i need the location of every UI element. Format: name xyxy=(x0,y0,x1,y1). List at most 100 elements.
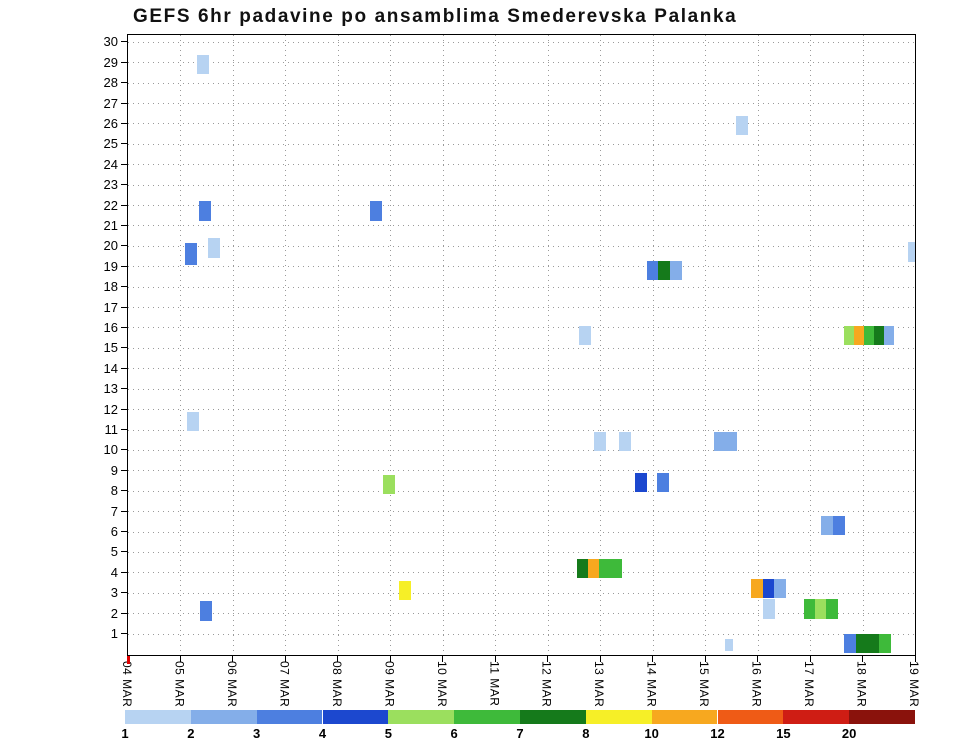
y-tick-label: 3 xyxy=(110,585,118,601)
precip-cell xyxy=(669,260,683,281)
y-tick-label: 21 xyxy=(103,217,118,233)
colorbar-label: 6 xyxy=(450,726,458,741)
gridline-horizontal xyxy=(128,103,915,105)
precip-cell xyxy=(207,238,220,258)
precip-cell xyxy=(576,558,589,578)
gridline-vertical xyxy=(600,35,602,655)
gridline-vertical xyxy=(705,35,707,655)
y-tick xyxy=(121,326,128,328)
precip-cell xyxy=(714,432,738,452)
gridline-horizontal xyxy=(128,143,915,145)
precip-cell xyxy=(774,578,787,599)
x-tick xyxy=(232,656,234,662)
gridline-horizontal xyxy=(128,368,915,370)
precip-cell xyxy=(874,325,885,346)
y-tick xyxy=(121,245,128,247)
precip-cell xyxy=(370,201,383,221)
gridline-vertical xyxy=(285,35,287,655)
gridline-vertical xyxy=(337,35,339,655)
y-tick-label: 16 xyxy=(103,319,118,335)
x-tick-label: 05 MAR xyxy=(172,661,187,708)
y-tick-label: 17 xyxy=(103,299,118,315)
gridline-vertical xyxy=(810,35,812,655)
x-tick xyxy=(862,656,864,662)
colorbar-segment xyxy=(783,710,850,724)
colorbar-label: 12 xyxy=(710,726,725,741)
y-tick-label: 20 xyxy=(103,238,118,254)
colorbar-segment xyxy=(454,710,520,724)
precip-cell xyxy=(725,638,734,651)
precip-cell xyxy=(598,558,611,578)
y-tick xyxy=(121,469,128,471)
y-tick xyxy=(121,61,128,63)
gridline-horizontal xyxy=(128,245,915,247)
y-tick-label: 14 xyxy=(103,360,118,376)
x-tick-label: 11 MAR xyxy=(487,661,502,707)
precip-cell xyxy=(821,515,834,536)
y-tick xyxy=(121,204,128,206)
gridline-vertical xyxy=(232,35,234,655)
precip-cell xyxy=(815,599,828,619)
colorbar-label: 20 xyxy=(841,726,857,741)
x-tick-label: 07 MAR xyxy=(277,661,292,708)
gridline-horizontal xyxy=(128,470,915,472)
chart-title: GEFS 6hr padavine po ansamblima Smederev… xyxy=(133,6,738,27)
gridline-horizontal xyxy=(128,184,915,186)
y-tick-label: 23 xyxy=(103,177,118,193)
init-time-marker xyxy=(126,656,130,664)
y-tick-label: 19 xyxy=(103,258,118,274)
gridline-horizontal xyxy=(128,449,915,451)
x-tick xyxy=(179,656,181,662)
gridline-vertical xyxy=(547,35,549,655)
y-tick-label: 2 xyxy=(110,605,118,621)
precip-cell xyxy=(656,472,669,493)
colorbar-segment xyxy=(651,710,718,724)
colorbar-label: 3 xyxy=(253,726,261,741)
y-tick-label: 10 xyxy=(103,442,118,458)
y-tick-label: 7 xyxy=(110,503,118,519)
y-tick-label: 18 xyxy=(103,279,118,295)
y-tick-label: 30 xyxy=(103,34,118,50)
precip-cell xyxy=(884,325,894,346)
gridline-horizontal xyxy=(128,307,915,309)
colorbar-segment xyxy=(585,710,652,724)
x-tick xyxy=(809,656,811,662)
precip-cell xyxy=(634,472,647,493)
gridline-horizontal xyxy=(128,347,915,349)
y-tick-label: 25 xyxy=(103,136,118,152)
gridline-horizontal xyxy=(128,490,915,492)
y-tick-label: 24 xyxy=(103,156,118,172)
y-tick xyxy=(121,143,128,145)
x-tick xyxy=(442,656,444,662)
colorbar-segment xyxy=(388,710,455,724)
gridline-horizontal xyxy=(128,62,915,64)
gridline-vertical xyxy=(180,35,182,655)
y-tick xyxy=(121,551,128,553)
x-tick-label: 10 MAR xyxy=(434,661,449,708)
y-tick-label: 1 xyxy=(110,626,118,642)
y-tick xyxy=(121,102,128,104)
precip-cell xyxy=(844,634,857,654)
y-tick-label: 4 xyxy=(110,564,118,580)
y-tick xyxy=(121,612,128,614)
y-tick xyxy=(121,265,128,267)
x-tick-label: 06 MAR xyxy=(224,661,239,708)
gridline-horizontal xyxy=(128,429,915,431)
gridline-vertical xyxy=(495,35,497,655)
precip-cell xyxy=(854,325,865,346)
colorbar-segment xyxy=(190,710,257,724)
gridline-horizontal xyxy=(128,266,915,268)
gridline-horizontal xyxy=(128,82,915,84)
gridline-horizontal xyxy=(128,327,915,329)
y-tick xyxy=(121,286,128,288)
gridline-vertical xyxy=(757,35,759,655)
y-tick-label: 8 xyxy=(110,483,118,499)
y-tick xyxy=(121,163,128,165)
gridline-vertical xyxy=(652,35,654,655)
y-tick xyxy=(121,184,128,186)
precip-cell xyxy=(578,325,591,346)
y-tick-label: 6 xyxy=(110,524,118,540)
x-tick-label: 08 MAR xyxy=(329,661,344,708)
y-tick xyxy=(121,347,128,349)
